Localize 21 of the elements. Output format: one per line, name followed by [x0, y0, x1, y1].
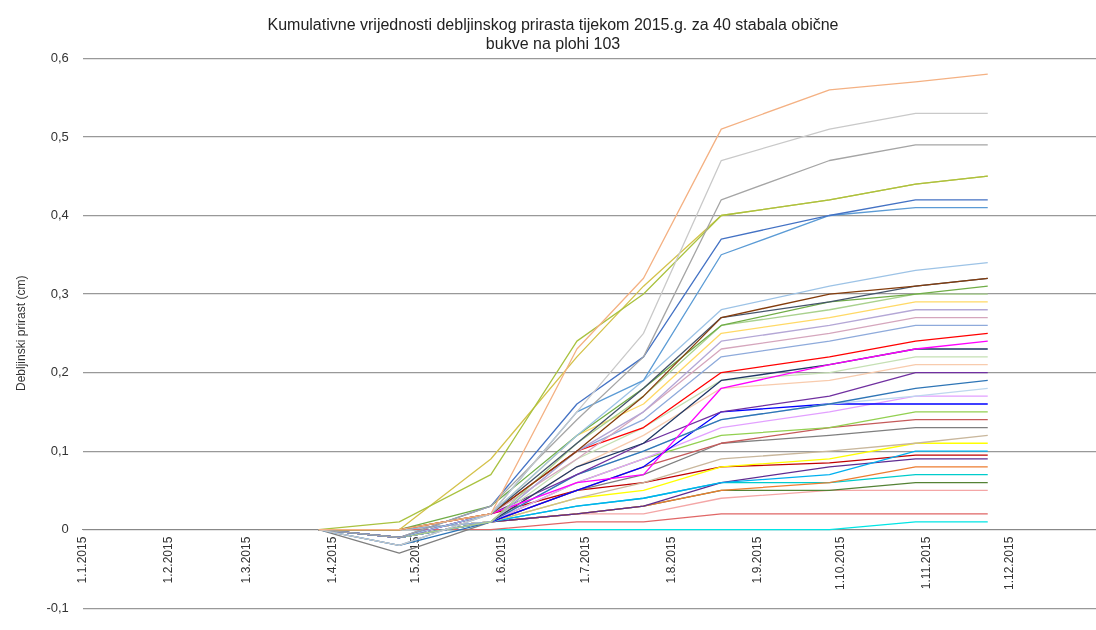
- x-tick-label: 1.12.2015: [1002, 536, 1017, 591]
- x-tick-label: 1.3.2015: [238, 536, 253, 584]
- x-tick-label: 1.6.2015: [494, 536, 509, 584]
- y-tick-label: -0,1: [46, 599, 69, 615]
- y-tick-label: 0,2: [50, 364, 69, 380]
- y-tick-label: 0,1: [50, 442, 69, 458]
- y-tick-label: 0,5: [50, 128, 69, 144]
- y-tick-label: 0,4: [50, 207, 69, 223]
- y-tick-label: 0,6: [50, 49, 69, 65]
- y-axis-title: Debljinski prirast (cm): [13, 275, 28, 391]
- chart-title: Kumulativne vrijednosti debljinskog prirasta tijekom 2015.g. za 40 stabala obične bukve na plohi 103: [267, 16, 839, 53]
- x-tick-label: 1.10.2015: [832, 536, 847, 591]
- x-tick-label: 1.9.2015: [749, 536, 764, 584]
- x-tick-label: 1.4.2015: [324, 536, 339, 584]
- x-tick-label: 1.11.2015: [918, 536, 933, 590]
- y-tick-label: 0,3: [50, 285, 69, 301]
- x-tick-label: 1.2.2015: [161, 536, 176, 584]
- x-tick-label: 1.1.2015: [75, 536, 90, 584]
- x-tick-label: 1.8.2015: [663, 536, 678, 584]
- x-tick-label: 1.7.2015: [577, 536, 592, 584]
- y-tick-label: 0: [61, 521, 69, 537]
